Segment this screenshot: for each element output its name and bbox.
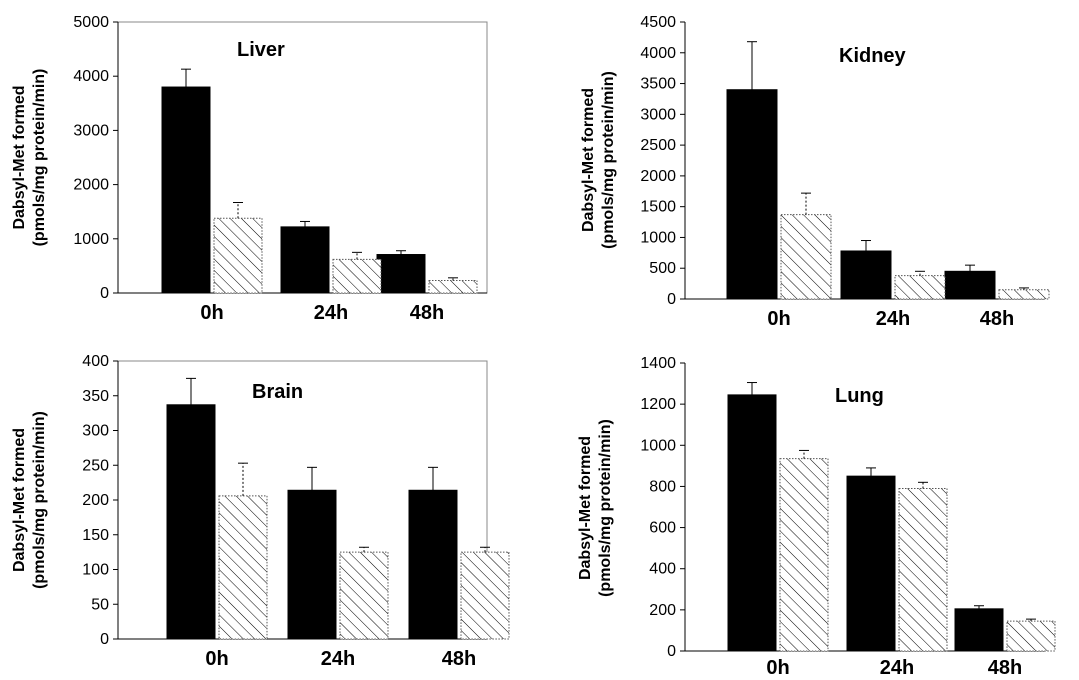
x-category-label: 24h xyxy=(876,308,910,330)
chart-panel-kidney: Kidney Dabsyl-Met formed (pmols/mg prote… xyxy=(580,14,1050,330)
x-category-label: 48h xyxy=(442,648,476,670)
y-tick-label: 500 xyxy=(649,260,676,277)
y-tick-label: 3000 xyxy=(640,106,676,123)
y-tick-label: 300 xyxy=(82,423,109,440)
y-axis-title-line2: (pmols/mg protein/min) xyxy=(31,69,48,247)
bar-hatched xyxy=(460,551,510,640)
bar-solid xyxy=(954,608,1004,652)
y-tick-label: 2000 xyxy=(73,177,109,194)
x-category-label: 0h xyxy=(767,308,790,330)
chart-panel-liver: Liver Dabsyl-Met formed (pmols/mg protei… xyxy=(11,14,488,324)
bar-solid xyxy=(287,489,337,640)
y-tick-label: 100 xyxy=(82,562,109,579)
bar-hatched xyxy=(213,217,263,294)
x-category-label: 0h xyxy=(200,302,223,324)
chart-title: Kidney xyxy=(839,45,907,67)
bar-solid xyxy=(846,475,896,652)
y-axis-title-line2: (pmols/mg protein/min) xyxy=(31,411,48,589)
y-tick-label: 1500 xyxy=(640,199,676,216)
y-tick-label: 50 xyxy=(91,596,109,613)
y-tick-label: 0 xyxy=(100,285,109,302)
y-tick-label: 0 xyxy=(667,643,676,660)
y-tick-label: 400 xyxy=(649,561,676,578)
y-tick-label: 150 xyxy=(82,527,109,544)
y-tick-label: 600 xyxy=(649,520,676,537)
y-tick-label: 0 xyxy=(667,291,676,308)
bar-solid xyxy=(408,489,458,640)
y-tick-label: 2000 xyxy=(640,168,676,185)
chart-panel-lung: Lung Dabsyl-Met formed (pmols/mg protein… xyxy=(577,355,1056,679)
x-category-label: 48h xyxy=(988,657,1022,679)
y-tick-label: 400 xyxy=(82,353,109,370)
y-tick-label: 1000 xyxy=(640,229,676,246)
y-axis-title-line1: Dabsyl-Met formed xyxy=(580,88,597,232)
x-category-label: 48h xyxy=(410,302,444,324)
y-tick-label: 1400 xyxy=(640,355,676,372)
bar-solid xyxy=(166,404,216,640)
bar-solid xyxy=(944,270,996,300)
y-tick-label: 3500 xyxy=(640,76,676,93)
y-axis-title-line1: Dabsyl-Met formed xyxy=(11,428,28,572)
y-tick-label: 2500 xyxy=(640,137,676,154)
bar-hatched xyxy=(779,458,829,652)
y-tick-label: 1200 xyxy=(640,396,676,413)
y-tick-label: 4500 xyxy=(640,14,676,31)
bar-hatched xyxy=(894,275,946,300)
y-tick-label: 4000 xyxy=(73,68,109,85)
chart-title: Liver xyxy=(237,39,285,61)
y-tick-label: 200 xyxy=(82,492,109,509)
chart-title: Brain xyxy=(252,381,303,403)
chart-panel-brain: Brain Dabsyl-Met formed (pmols/mg protei… xyxy=(11,353,510,670)
y-tick-label: 350 xyxy=(82,388,109,405)
y-axis-title-line2: (pmols/mg protein/min) xyxy=(600,71,617,249)
y-tick-label: 1000 xyxy=(73,231,109,248)
x-category-label: 0h xyxy=(205,648,228,670)
x-category-label: 24h xyxy=(880,657,914,679)
bar-solid xyxy=(840,250,892,300)
bar-hatched xyxy=(780,214,832,300)
bar-hatched xyxy=(218,495,268,640)
chart-title: Lung xyxy=(835,385,884,407)
x-category-label: 24h xyxy=(321,648,355,670)
bar-hatched xyxy=(1006,620,1056,652)
y-tick-label: 200 xyxy=(649,602,676,619)
bar-solid xyxy=(161,86,211,294)
y-tick-label: 5000 xyxy=(73,14,109,31)
y-axis-title-line2: (pmols/mg protein/min) xyxy=(597,419,614,597)
y-tick-label: 3000 xyxy=(73,122,109,139)
bar-solid xyxy=(727,394,777,652)
y-tick-label: 800 xyxy=(649,478,676,495)
x-category-label: 48h xyxy=(980,308,1014,330)
bar-hatched xyxy=(998,289,1050,300)
y-axis-title-line1: Dabsyl-Met formed xyxy=(11,85,28,229)
y-tick-label: 4000 xyxy=(640,45,676,62)
y-tick-label: 250 xyxy=(82,457,109,474)
y-tick-label: 1000 xyxy=(640,437,676,454)
bar-hatched xyxy=(339,551,389,640)
bar-hatched xyxy=(332,258,382,294)
x-category-label: 0h xyxy=(766,657,789,679)
bar-solid xyxy=(280,226,330,294)
y-tick-label: 0 xyxy=(100,631,109,648)
bar-solid xyxy=(376,254,426,294)
bar-solid xyxy=(726,89,778,300)
x-category-label: 24h xyxy=(314,302,348,324)
bar-hatched xyxy=(898,487,948,652)
bar-hatched xyxy=(428,280,478,294)
y-axis-title-line1: Dabsyl-Met formed xyxy=(577,436,594,580)
